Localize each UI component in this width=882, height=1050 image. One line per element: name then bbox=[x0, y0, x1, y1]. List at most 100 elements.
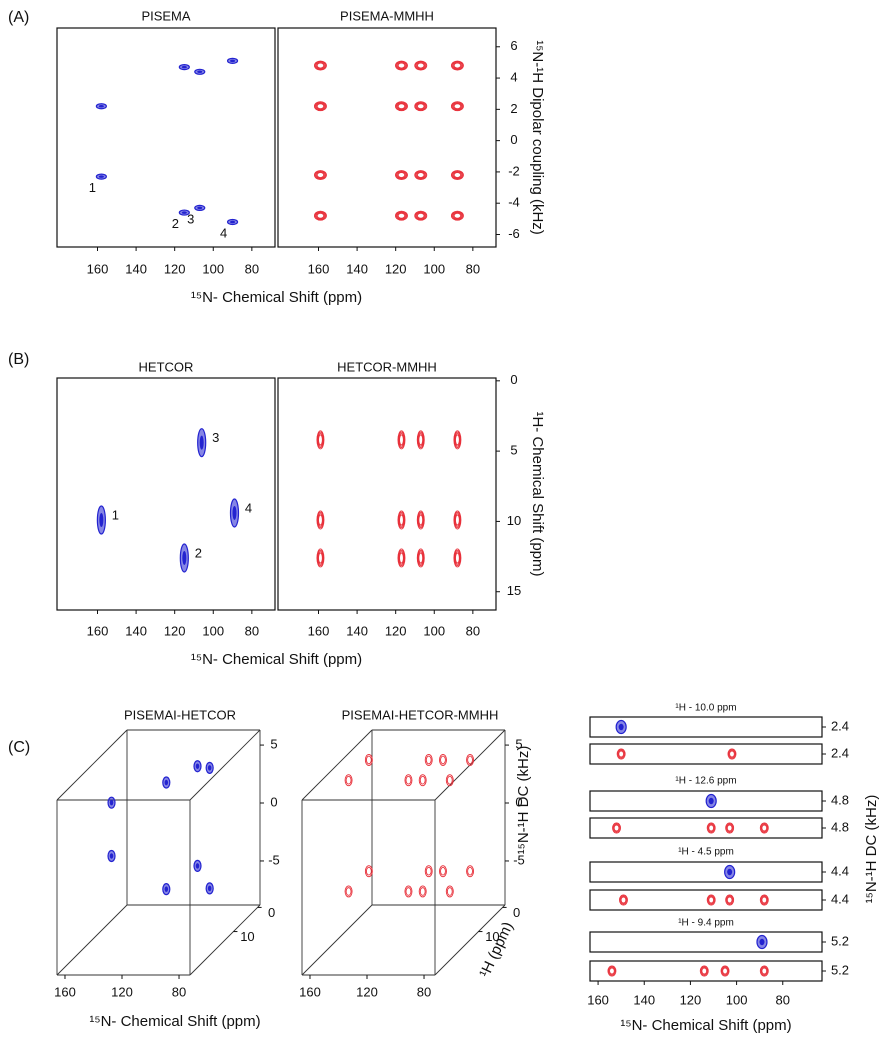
x-tick-label: 80 bbox=[172, 984, 186, 999]
x-tick-label: 120 bbox=[164, 261, 186, 276]
contour bbox=[424, 753, 433, 766]
contour bbox=[197, 206, 203, 210]
peak bbox=[450, 210, 464, 221]
contour bbox=[318, 552, 323, 564]
y-tick-label: 0 bbox=[270, 794, 277, 809]
plot-title: PISEMA bbox=[141, 8, 190, 23]
peak bbox=[316, 510, 325, 530]
x-tick-label: 120 bbox=[385, 261, 407, 276]
contour bbox=[315, 171, 326, 179]
contour bbox=[397, 103, 406, 110]
contour bbox=[99, 513, 104, 528]
contour bbox=[98, 175, 104, 178]
peak bbox=[759, 894, 769, 906]
z-axis-label: ¹H (ppm) bbox=[476, 919, 516, 980]
contour bbox=[452, 171, 463, 179]
contour bbox=[759, 894, 769, 906]
contour bbox=[451, 170, 463, 180]
contour bbox=[607, 965, 617, 977]
y-tick-label: -6 bbox=[508, 226, 520, 241]
y-tick-label: -5 bbox=[513, 852, 525, 867]
contour bbox=[399, 552, 404, 564]
peak bbox=[759, 965, 769, 977]
x-tick-label: 120 bbox=[164, 623, 186, 638]
cube-edge bbox=[56, 729, 128, 801]
peak bbox=[395, 170, 408, 180]
contour bbox=[318, 514, 323, 526]
contour bbox=[440, 866, 446, 876]
contour bbox=[453, 511, 461, 529]
x-tick-label: 160 bbox=[87, 261, 109, 276]
contour bbox=[414, 101, 428, 112]
peak bbox=[226, 57, 239, 64]
contour bbox=[404, 885, 413, 898]
plot-frame bbox=[277, 27, 497, 248]
peak bbox=[404, 774, 413, 787]
contour bbox=[454, 433, 461, 447]
contour bbox=[416, 548, 425, 568]
contour bbox=[759, 822, 769, 834]
x-axis-label: ¹⁵N- Chemical Shift (ppm) bbox=[89, 1013, 260, 1030]
contour bbox=[455, 552, 460, 564]
contour bbox=[230, 59, 236, 63]
contour bbox=[701, 967, 708, 975]
y-axis-label: ¹⁵N-¹H DC (kHz) bbox=[863, 795, 880, 904]
peak bbox=[107, 796, 116, 809]
peak bbox=[395, 101, 408, 112]
peak bbox=[229, 498, 240, 528]
x-tick-label: 160 bbox=[308, 261, 330, 276]
cube-edge bbox=[56, 904, 128, 976]
contour bbox=[345, 775, 352, 785]
x-tick-label: 140 bbox=[346, 623, 368, 638]
x-tick-label: 160 bbox=[308, 623, 330, 638]
contour bbox=[416, 430, 425, 450]
contour bbox=[317, 513, 324, 527]
x-axis-label: ¹⁵N- Chemical Shift (ppm) bbox=[191, 289, 362, 306]
contour bbox=[395, 170, 408, 180]
contour bbox=[164, 886, 169, 892]
contour bbox=[417, 511, 425, 529]
contour bbox=[453, 431, 461, 448]
contour bbox=[761, 896, 768, 904]
contour bbox=[396, 61, 407, 70]
panel-label: (B) bbox=[8, 351, 29, 368]
contour bbox=[454, 513, 461, 527]
contour bbox=[455, 514, 460, 526]
contour bbox=[612, 823, 621, 833]
contour bbox=[451, 61, 463, 70]
contour bbox=[618, 750, 625, 758]
contour bbox=[440, 755, 446, 765]
contour bbox=[207, 885, 212, 892]
contour bbox=[446, 775, 453, 785]
peak bbox=[397, 430, 406, 450]
strip-title: ¹H - 4.5 ppm bbox=[678, 847, 734, 858]
peak bbox=[364, 865, 373, 878]
contour bbox=[414, 210, 428, 221]
peak-label: 1 bbox=[89, 180, 96, 195]
contour bbox=[399, 514, 404, 526]
peak bbox=[226, 218, 239, 226]
peak bbox=[756, 934, 768, 950]
peak bbox=[453, 510, 462, 530]
contour bbox=[313, 101, 327, 112]
peak bbox=[364, 753, 373, 766]
contour bbox=[439, 753, 447, 766]
contour bbox=[446, 887, 453, 896]
contour bbox=[445, 774, 454, 787]
contour bbox=[313, 170, 327, 180]
peak bbox=[619, 894, 628, 906]
contour bbox=[417, 549, 425, 567]
y-tick-label: 10 bbox=[507, 513, 521, 528]
strip-title: ¹H - 12.6 ppm bbox=[675, 776, 736, 787]
x-tick-label: 120 bbox=[356, 984, 378, 999]
strip-dc-label: 5.2 bbox=[831, 933, 849, 948]
contour bbox=[419, 775, 426, 785]
peak bbox=[414, 210, 428, 221]
contour bbox=[313, 60, 327, 71]
contour bbox=[315, 61, 326, 70]
contour bbox=[425, 866, 432, 876]
x-tick-label: 120 bbox=[680, 992, 702, 1007]
contour bbox=[396, 171, 407, 179]
contour bbox=[230, 220, 236, 224]
peak bbox=[178, 209, 190, 216]
